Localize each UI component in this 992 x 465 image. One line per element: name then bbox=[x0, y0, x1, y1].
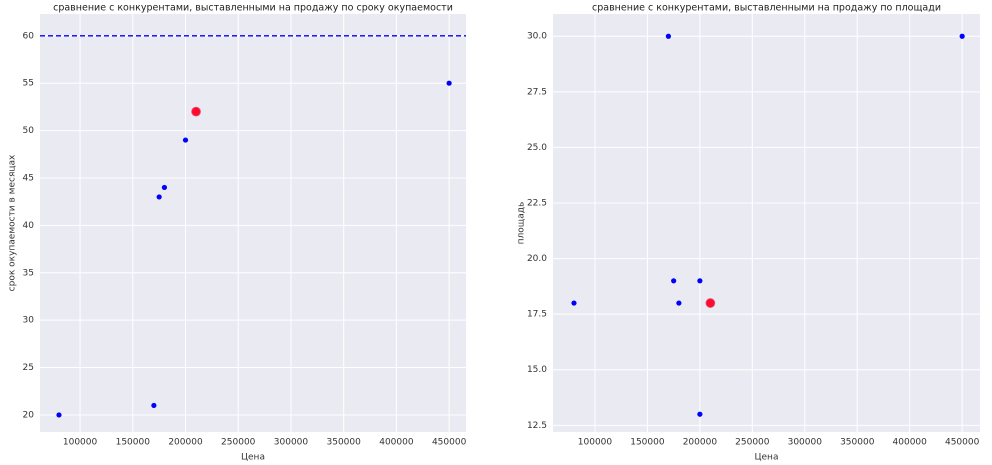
x-tick-label: 150000 bbox=[116, 438, 151, 448]
x-tick-label: 250000 bbox=[735, 438, 770, 448]
point bbox=[446, 80, 452, 86]
point bbox=[56, 412, 62, 418]
highlight-point bbox=[191, 106, 201, 117]
point bbox=[697, 278, 703, 284]
x-tick-label: 350000 bbox=[840, 438, 875, 448]
y-tick-label: 55 bbox=[23, 79, 34, 89]
y-tick-label: 20.0 bbox=[527, 254, 547, 264]
x-tick-label: 150000 bbox=[630, 438, 665, 448]
x-axis-label: Цена bbox=[755, 453, 779, 463]
point bbox=[182, 137, 189, 143]
y-tick-label: 35 bbox=[23, 268, 34, 278]
y-tick-label: 40 bbox=[23, 221, 35, 231]
point bbox=[676, 300, 682, 306]
x-tick-label: 100000 bbox=[63, 438, 98, 448]
y-axis-label: срок окупаемости в месяцах bbox=[8, 154, 18, 291]
x-tick-label: 250000 bbox=[221, 438, 256, 448]
y-tick-label: 20 bbox=[23, 410, 35, 420]
chart-title: сравнение с конкурентами, выставленными … bbox=[592, 3, 941, 14]
x-tick-label: 450000 bbox=[945, 438, 980, 448]
y-tick-label: 15.0 bbox=[527, 365, 547, 375]
x-axis-label: Цена bbox=[241, 453, 265, 463]
chart-title: сравнение с конкурентами, выставленными … bbox=[53, 3, 453, 14]
x-tick-label: 400000 bbox=[379, 438, 414, 448]
y-tick-label: 22.5 bbox=[527, 198, 547, 208]
x-tick-label: 450000 bbox=[432, 438, 467, 448]
x-tick-label: 200000 bbox=[168, 438, 203, 448]
y-tick-label: 27.5 bbox=[527, 87, 547, 97]
y-tick-label: 45 bbox=[23, 173, 34, 183]
y-tick-label: 30.0 bbox=[527, 32, 547, 42]
point bbox=[161, 184, 168, 191]
x-tick-label: 300000 bbox=[788, 438, 823, 448]
y-tick-label: 50 bbox=[23, 126, 35, 136]
x-tick-label: 200000 bbox=[683, 438, 718, 448]
plot-area bbox=[40, 14, 466, 432]
point bbox=[959, 33, 965, 39]
point bbox=[571, 300, 577, 306]
x-tick-label: 300000 bbox=[274, 438, 309, 448]
point bbox=[671, 278, 677, 284]
y-tick-label: 25 bbox=[23, 363, 34, 373]
y-tick-label: 17.5 bbox=[527, 310, 547, 320]
point bbox=[151, 402, 157, 409]
point bbox=[156, 194, 162, 200]
y-axis-label: площадь bbox=[517, 202, 527, 245]
highlight-point bbox=[705, 298, 716, 308]
y-tick-label: 60 bbox=[23, 31, 35, 41]
y-tick-label: 12.5 bbox=[527, 421, 547, 431]
x-tick-label: 100000 bbox=[578, 438, 613, 448]
point bbox=[697, 411, 703, 417]
y-tick-label: 25.0 bbox=[527, 143, 547, 153]
point bbox=[665, 33, 672, 39]
y-tick-label: 30 bbox=[23, 316, 35, 326]
x-tick-label: 400000 bbox=[893, 438, 928, 448]
x-tick-label: 350000 bbox=[327, 438, 362, 448]
plot-area bbox=[553, 14, 980, 432]
